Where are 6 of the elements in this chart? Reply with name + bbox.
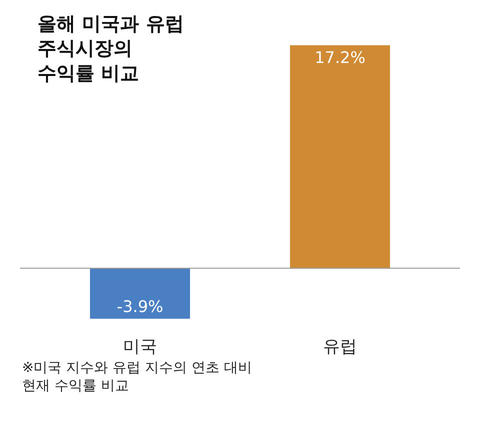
x-tick-label: 유럽 (323, 337, 357, 357)
data-label: 17.2% (314, 48, 366, 68)
chart-title: 올해 미국과 유럽 주식시장의 수익률 비교 (38, 13, 184, 84)
x-tick-label: 미국 (123, 337, 157, 357)
text: ※미국 지수와 유럽 지수의 연초 대비 현재 수익률 비교 (22, 360, 252, 394)
data-label: -3.9% (116, 296, 164, 316)
